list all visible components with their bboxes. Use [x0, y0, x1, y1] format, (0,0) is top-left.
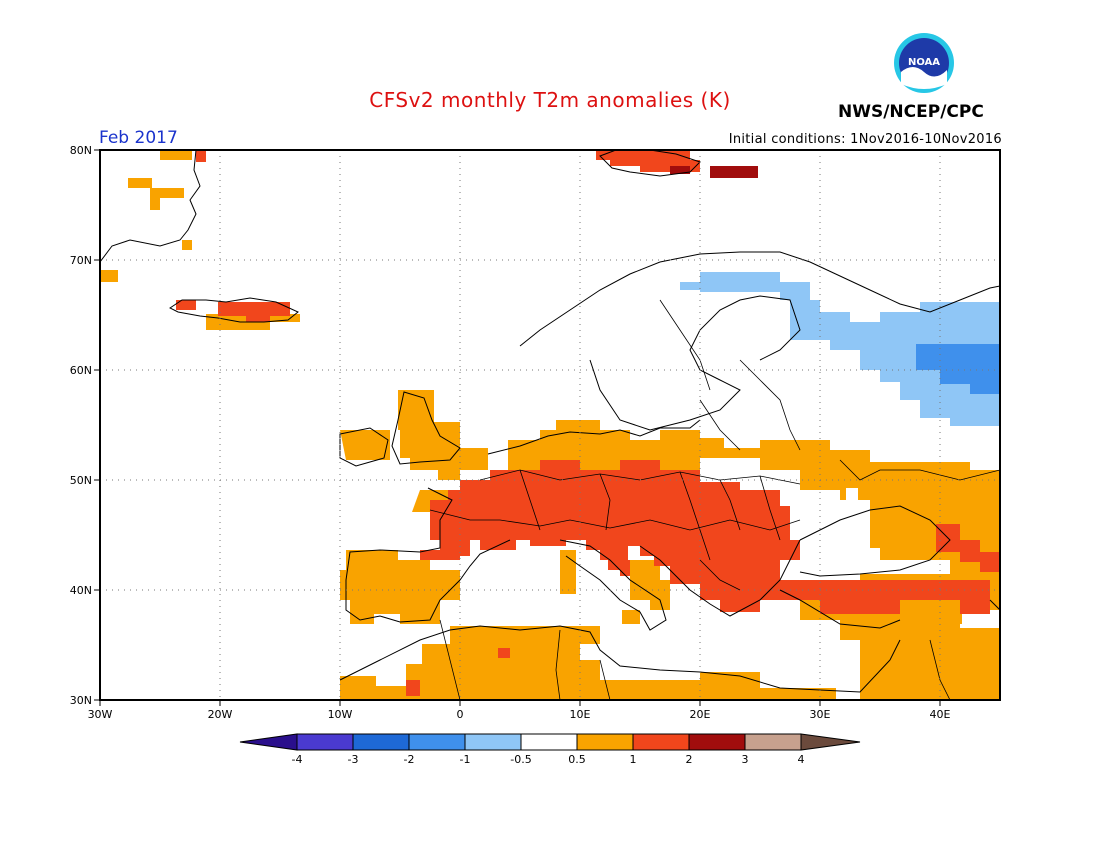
noaa-logo-icon: NOAA [894, 33, 954, 93]
iceland-coast [169, 297, 299, 323]
caspian-coast [989, 599, 1000, 611]
coastlines [100, 150, 1000, 693]
colorbar-segment [632, 733, 690, 751]
colorbar-label: 2 [686, 753, 693, 766]
colorbar-segment [352, 733, 410, 751]
valid-month-label: Feb 2017 [99, 128, 178, 148]
noaa-logo-text: NOAA [908, 57, 940, 68]
scandinavia-coast [519, 251, 1000, 347]
lon-label: 10E [570, 708, 591, 721]
africa-coast [339, 625, 901, 693]
anomaly-m2-m1-region [916, 344, 1000, 394]
colorbar-segment [520, 733, 578, 751]
lat-label: 60N [70, 364, 92, 377]
black-sea-coast [799, 505, 951, 577]
baltic-coast [589, 295, 801, 431]
anomaly-05-1-region [100, 150, 1000, 700]
colorbar [239, 733, 861, 751]
initial-conditions-label: Initial conditions: 1Nov2016-10Nov2016 [728, 132, 1002, 147]
svalbard-coast [599, 150, 701, 177]
lon-label: 30W [88, 708, 113, 721]
colorbar-segment-gt-4 [800, 733, 861, 751]
lat-label: 50N [70, 474, 92, 487]
colorbar-label: 0.5 [568, 753, 586, 766]
anomaly-m1-m05-region [680, 272, 1000, 426]
lon-label: 0 [457, 708, 464, 721]
balkans-coast [639, 539, 801, 617]
turkey-coast [779, 589, 901, 629]
colorbar-segment [296, 733, 354, 751]
colorbar-label: -4 [292, 753, 303, 766]
colorbar-segment [744, 733, 802, 751]
agency-label: NWS/NCEP/CPC [838, 102, 984, 122]
anomaly-1-2-region [176, 150, 1000, 696]
lat-label: 80N [70, 144, 92, 157]
lon-label: 10W [328, 708, 353, 721]
colorbar-segment-lt-m4 [239, 733, 298, 751]
ireland-coast [339, 427, 389, 467]
colorbar-label: -0.5 [510, 753, 531, 766]
anomaly-2-3-region [670, 166, 758, 178]
lon-label: 40E [930, 708, 951, 721]
colorbar-label: -3 [348, 753, 359, 766]
colorbar-segment [464, 733, 522, 751]
lon-label: 20W [208, 708, 233, 721]
map-title: CFSv2 monthly T2m anomalies (K) [369, 88, 731, 112]
greenland-coast [100, 150, 201, 263]
colorbar-label: 3 [742, 753, 749, 766]
anomaly-neutral-region [386, 488, 1000, 688]
continent-west-coast [487, 419, 701, 455]
colorbar-segment [576, 733, 634, 751]
lon-label: 20E [690, 708, 711, 721]
colorbar-label: -1 [460, 753, 471, 766]
lat-label: 30N [70, 694, 92, 707]
colorbar-label: 1 [630, 753, 637, 766]
lon-label: 30E [810, 708, 831, 721]
tick-marks [94, 149, 941, 706]
anomaly-field [100, 150, 1000, 700]
grid-lines [100, 150, 1000, 700]
colorbar-segment [408, 733, 466, 751]
italy-coast [559, 539, 667, 631]
colorbar-label: -2 [404, 753, 415, 766]
colorbar-label: 4 [798, 753, 805, 766]
colorbar-segment [688, 733, 746, 751]
map-frame [99, 149, 1001, 701]
british-isles-coast [391, 391, 461, 465]
iberia-coast [345, 487, 511, 623]
lat-label: 70N [70, 254, 92, 267]
lat-label: 40N [70, 584, 92, 597]
